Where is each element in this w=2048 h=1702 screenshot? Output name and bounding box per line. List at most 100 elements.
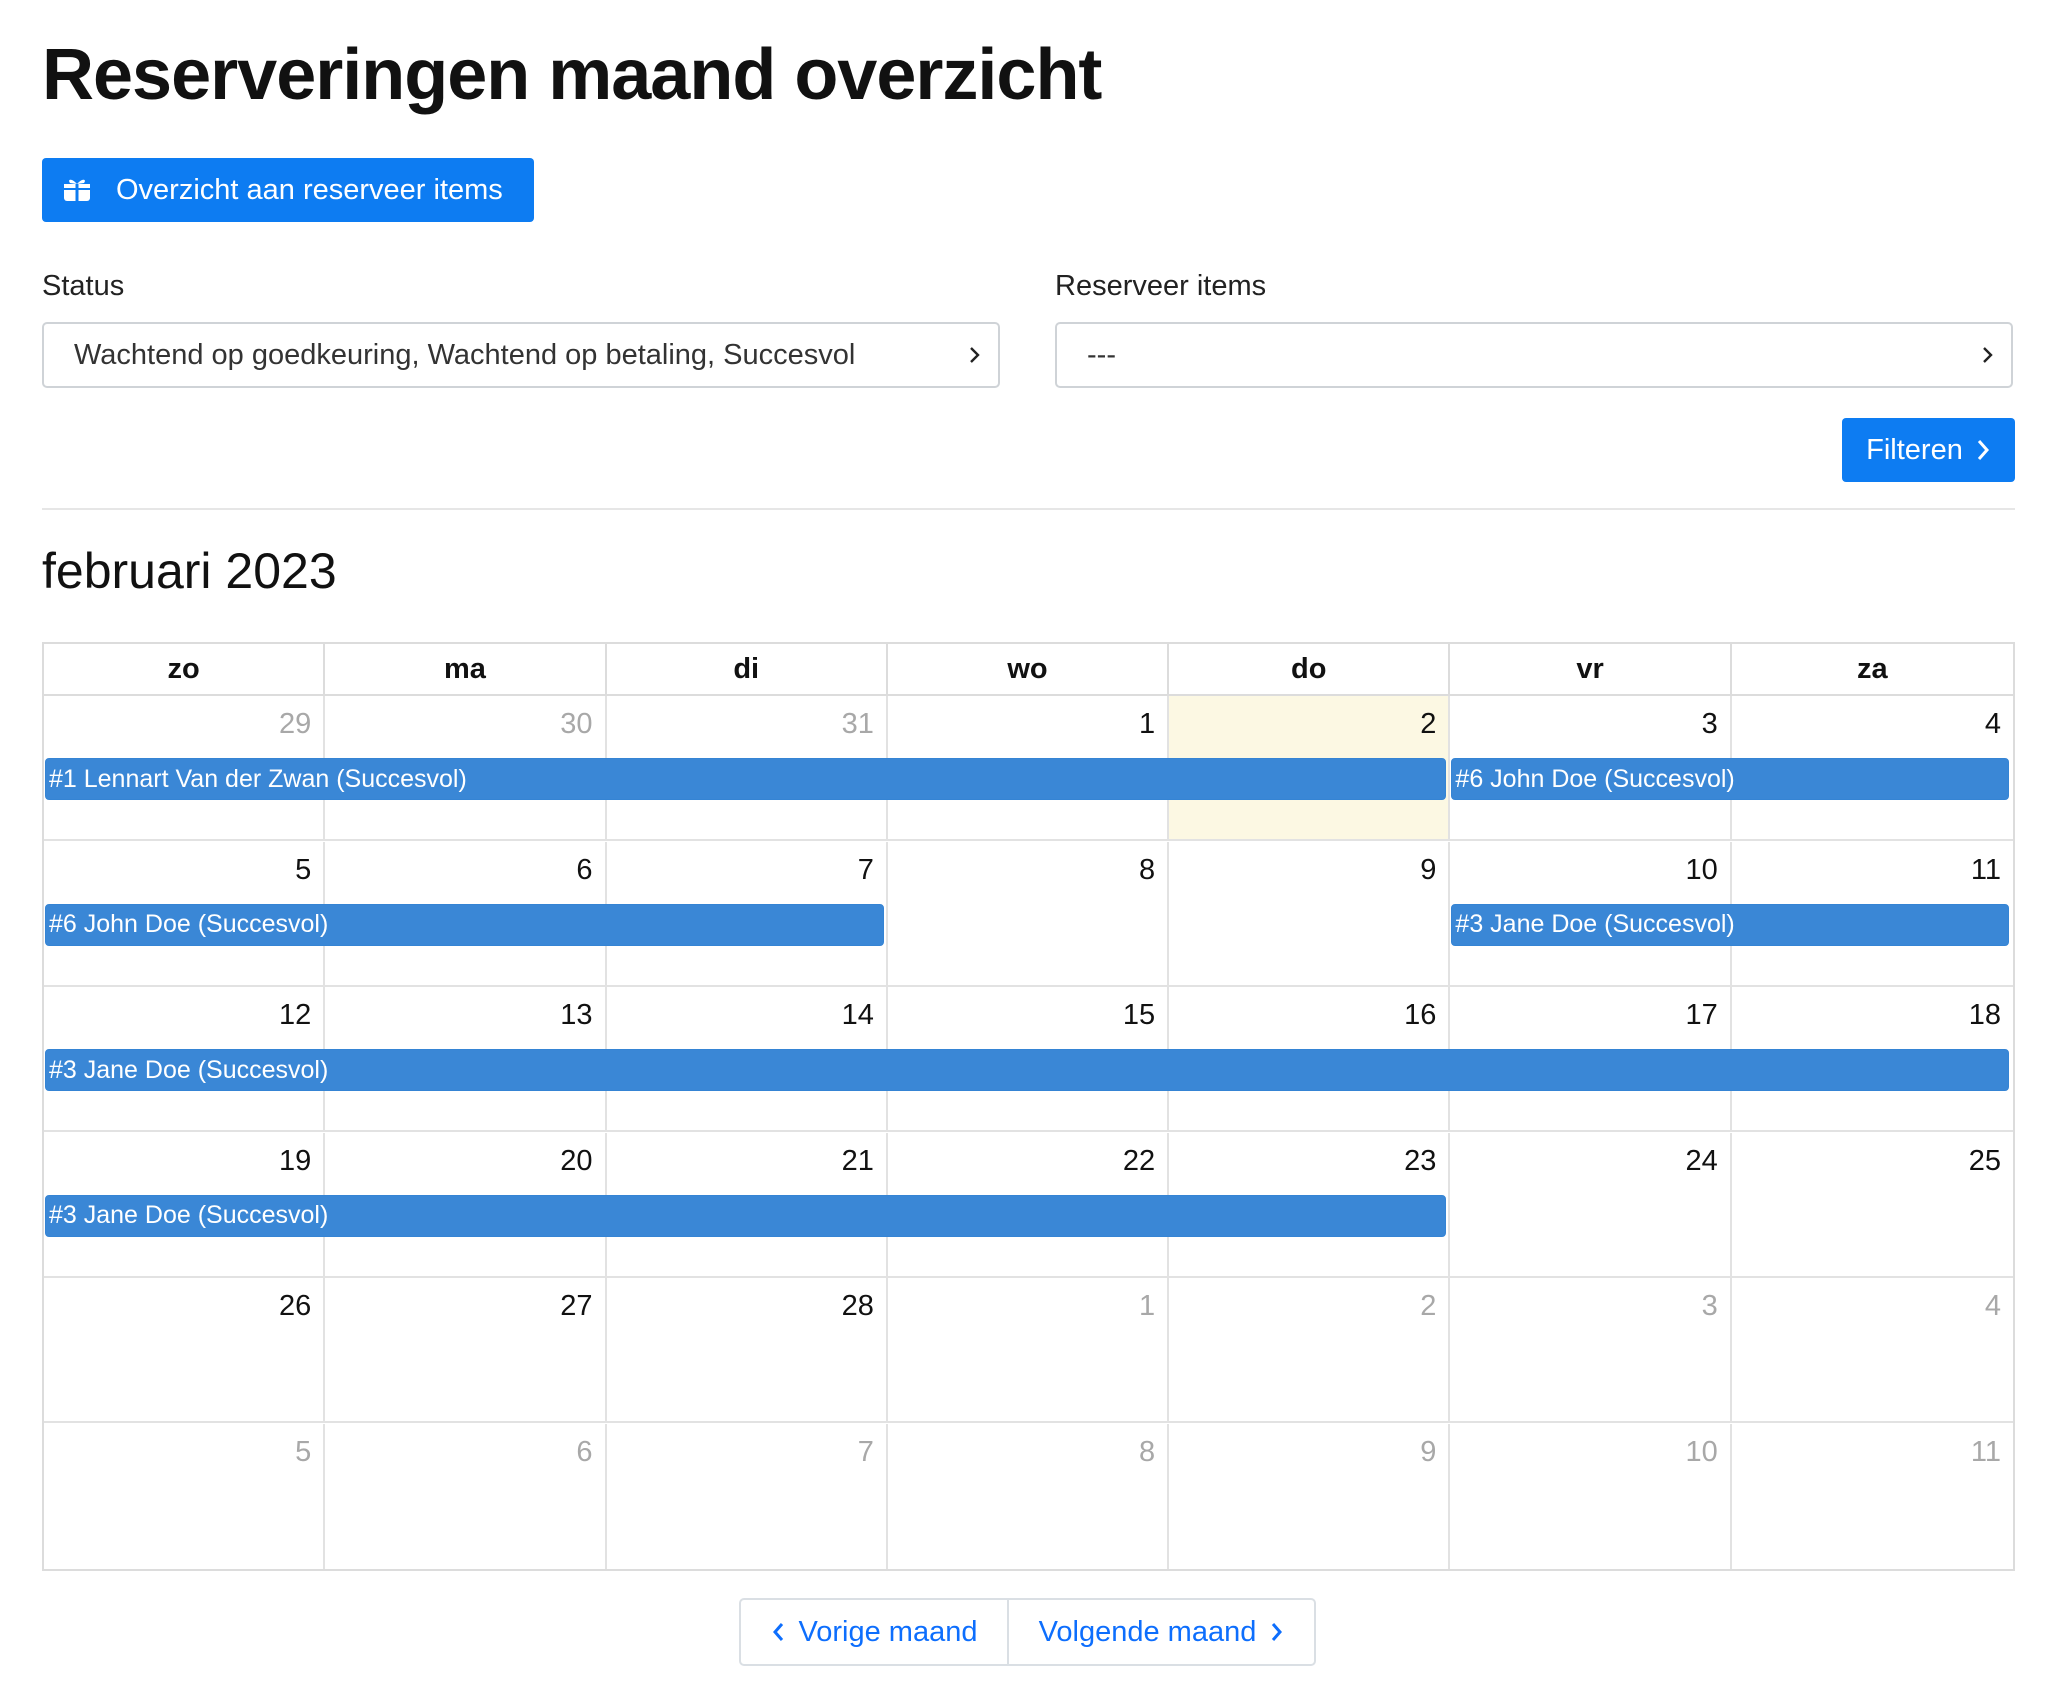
reserve-items-select[interactable]: --- (1055, 322, 2013, 388)
status-label: Status (42, 270, 125, 302)
day-number: 4 (1984, 708, 2001, 740)
reserve-items-overview-button[interactable]: Overzicht aan reserveer items (42, 158, 534, 222)
weekday-wo: wo (888, 644, 1170, 694)
weekday-di: di (607, 644, 888, 694)
chevron-right-icon (968, 345, 982, 365)
day-number: 4 (1984, 1290, 2001, 1322)
divider (42, 508, 2015, 510)
calendar-day[interactable]: 25 (1732, 1133, 2013, 1276)
day-number: 1 (1138, 1290, 1156, 1322)
weekday-do: do (1169, 644, 1451, 694)
calendar-day[interactable]: 5 (44, 1423, 326, 1569)
day-number: 20 (560, 1144, 593, 1177)
calendar-week: 29 30 31 1 2 3 4 #1 Lennart Van der Zwan (Succe… (44, 696, 2013, 841)
day-number: 14 (841, 999, 874, 1031)
weekday-zo: zo (44, 644, 326, 694)
calendar-day[interactable]: 11 (1732, 842, 2013, 985)
calendar-day[interactable]: 8 (888, 1423, 1170, 1569)
status-select[interactable]: Wachtend op goedkeuring, Wachtend op bet… (42, 322, 1000, 388)
day-number: 8 (1138, 1435, 1156, 1468)
calendar-day[interactable]: 4 (1732, 696, 2013, 839)
chevron-left-icon (771, 1621, 785, 1643)
day-number: 11 (1970, 1435, 2001, 1468)
month-title: februari 2023 (42, 543, 337, 599)
day-number: 6 (576, 853, 593, 886)
day-number: 12 (279, 999, 312, 1031)
filter-button-label: Filteren (1866, 433, 1963, 466)
day-number: 11 (1970, 853, 2001, 886)
day-number: 5 (295, 853, 312, 886)
day-number: 23 (1404, 1144, 1437, 1177)
calendar-grid: 29 30 31 1 2 3 4 #1 Lennart Van der Zwan (Succe… (44, 696, 2013, 1569)
chevron-right-icon (1975, 437, 1991, 463)
day-number: 16 (1404, 999, 1437, 1031)
reservation-event[interactable]: #3 Jane Doe (Succesvol) (45, 1049, 2009, 1091)
weekday-header: zo ma di wo do vr za (44, 644, 2013, 696)
status-select-value: Wachtend op goedkeuring, Wachtend op bet… (74, 338, 856, 371)
reservation-event[interactable]: #6 John Doe (Succesvol) (1451, 758, 2009, 800)
day-number: 25 (1968, 1144, 2001, 1177)
day-number: 13 (560, 999, 593, 1031)
reservation-event[interactable]: #1 Lennart Van der Zwan (Succesvol) (45, 758, 1447, 800)
day-number: 7 (857, 853, 874, 886)
reservation-event[interactable]: #6 John Doe (Succesvol) (45, 903, 884, 946)
chevron-right-icon (1270, 1621, 1284, 1643)
reserve-items-overview-label: Overzicht aan reserveer items (116, 173, 503, 206)
calendar-day[interactable]: 8 (888, 841, 1170, 985)
day-number: 9 (1420, 1435, 1437, 1468)
calendar-day[interactable]: 2 (1169, 1278, 1451, 1421)
day-number: 30 (560, 708, 593, 740)
day-number: 22 (1122, 1144, 1156, 1177)
calendar-day[interactable]: 28 (607, 1278, 888, 1421)
reservation-event[interactable]: #3 Jane Doe (Succesvol) (1451, 903, 2009, 946)
chevron-right-icon (1981, 345, 1995, 365)
day-number: 5 (295, 1435, 312, 1468)
day-number: 19 (279, 1144, 312, 1177)
calendar-day[interactable]: 4 (1732, 1278, 2013, 1421)
calendar-day[interactable]: 7 (607, 1423, 888, 1569)
month-pager: Vorige maand Volgende maand (739, 1598, 1316, 1666)
calendar-week: 5 6 7 8 9 10 11 #6 John Doe (Succesvol) #3 Jane … (44, 841, 2013, 987)
previous-month-button[interactable]: Vorige maand (741, 1600, 1009, 1664)
day-number: 10 (1685, 853, 1718, 886)
calendar-day[interactable]: 3 (1450, 1278, 1732, 1421)
calendar-day[interactable]: 10 (1450, 1423, 1732, 1569)
day-number: 8 (1138, 853, 1156, 886)
day-number: 2 (1420, 708, 1437, 740)
reservation-event[interactable]: #3 Jane Doe (Succesvol) (45, 1194, 1447, 1237)
calendar-week: 5 6 7 8 9 10 11 (44, 1423, 2013, 1569)
day-number: 27 (560, 1290, 593, 1322)
day-number: 26 (279, 1290, 312, 1322)
calendar-day[interactable]: 7 (607, 841, 888, 985)
calendar-day[interactable]: 6 (325, 1423, 607, 1569)
day-number: 2 (1420, 1290, 1437, 1322)
calendar-week: 26 27 28 1 2 3 4 (44, 1278, 2013, 1423)
next-month-button[interactable]: Volgende maand (1009, 1600, 1314, 1664)
day-number: 18 (1968, 999, 2001, 1031)
day-number: 3 (1701, 1290, 1718, 1322)
filter-button[interactable]: Filteren (1842, 418, 2015, 482)
day-number: 1 (1138, 708, 1156, 740)
calendar-week: 12 13 14 15 16 17 18 #3 Jane Doe (Succesvol) (44, 987, 2013, 1132)
calendar-day[interactable]: 1 (888, 1278, 1170, 1421)
day-number: 31 (841, 708, 874, 740)
day-number: 3 (1701, 708, 1718, 740)
calendar-day[interactable]: 27 (325, 1278, 607, 1421)
reserve-items-select-value: --- (1087, 338, 1116, 371)
calendar-day[interactable]: 9 (1169, 1423, 1451, 1569)
calendar-day[interactable]: 23 (1169, 1132, 1451, 1276)
day-number: 7 (857, 1435, 874, 1468)
calendar-day[interactable]: 11 (1732, 1424, 2013, 1569)
day-number: 21 (841, 1144, 874, 1177)
calendar-day[interactable]: 26 (44, 1278, 326, 1421)
calendar-day[interactable]: 24 (1450, 1132, 1732, 1276)
day-number: 6 (576, 1435, 593, 1468)
next-month-label: Volgende maand (1038, 1615, 1257, 1648)
day-number: 29 (279, 708, 312, 740)
day-number: 17 (1685, 999, 1718, 1031)
calendar-day[interactable]: 9 (1169, 841, 1451, 985)
day-number: 28 (841, 1290, 874, 1322)
day-number: 15 (1122, 999, 1156, 1031)
calendar-day[interactable]: 18 (1732, 987, 2013, 1130)
reserve-items-label: Reserveer items (1055, 270, 1267, 302)
